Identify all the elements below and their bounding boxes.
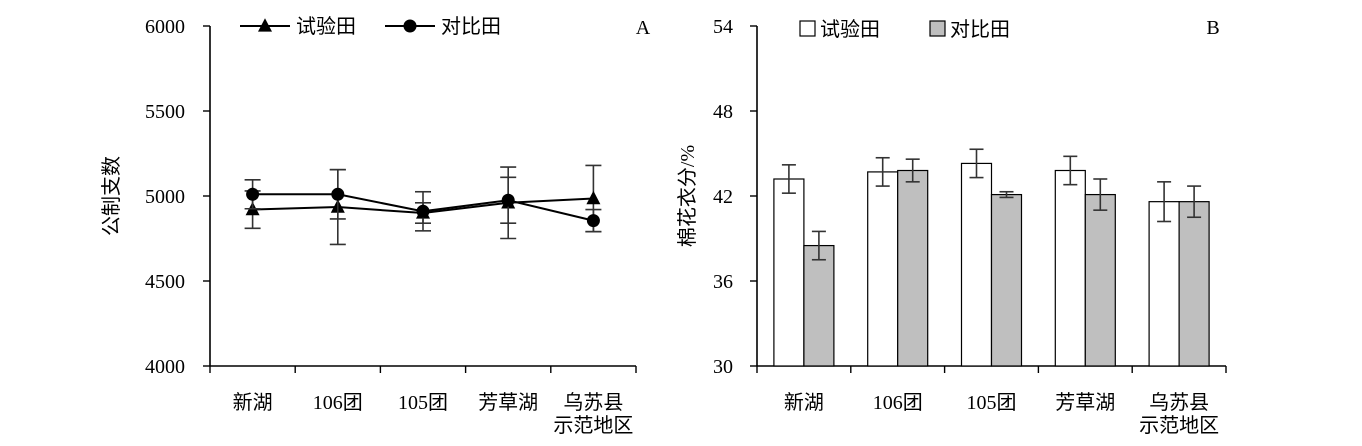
panel-label: A bbox=[636, 17, 651, 39]
y-tick-label: 30 bbox=[713, 356, 733, 378]
legend-swatch bbox=[799, 20, 816, 37]
y-axis-title: 公制支数 bbox=[100, 156, 123, 236]
panel-label: B bbox=[1206, 17, 1219, 39]
y-tick-label: 4000 bbox=[145, 356, 185, 378]
y-tick-label: 48 bbox=[713, 101, 733, 123]
data-point bbox=[331, 187, 345, 201]
x-tick-label: 示范地区 bbox=[553, 414, 633, 437]
y-axis-title: 棉花衣分/% bbox=[676, 145, 699, 247]
data-point bbox=[501, 193, 515, 207]
x-tick-label: 乌苏县 bbox=[563, 391, 623, 414]
x-tick-label: 芳草湖 bbox=[1055, 391, 1115, 414]
x-tick-label: 新湖 bbox=[784, 391, 824, 414]
data-point bbox=[586, 214, 600, 228]
bar bbox=[803, 244, 835, 367]
x-tick-label: 106团 bbox=[873, 392, 923, 414]
y-tick-label: 54 bbox=[713, 16, 733, 38]
legend-marker bbox=[403, 19, 417, 33]
bar bbox=[867, 171, 899, 367]
x-tick-label: 乌苏县 bbox=[1149, 391, 1209, 414]
y-tick-label: 5500 bbox=[145, 101, 185, 123]
x-tick-label: 新湖 bbox=[233, 391, 273, 414]
data-point bbox=[586, 190, 601, 205]
y-tick-label: 6000 bbox=[145, 16, 185, 38]
legend-label: 试验田 bbox=[296, 15, 356, 38]
bar bbox=[1084, 193, 1116, 367]
legend-label: 对比田 bbox=[950, 18, 1010, 41]
x-tick-label: 105团 bbox=[967, 392, 1017, 414]
legend-label: 试验田 bbox=[820, 18, 880, 41]
y-tick-label: 42 bbox=[713, 186, 733, 208]
legend: 试验田 对比田 bbox=[240, 15, 501, 38]
bar bbox=[1178, 201, 1210, 367]
x-tick-label: 示范地区 bbox=[1139, 414, 1219, 437]
legend-label: 对比田 bbox=[441, 15, 501, 38]
data-point bbox=[416, 204, 430, 218]
data-point bbox=[246, 187, 260, 201]
panel-a: 4000 4500 5000 5500 6000 新湖 106团 105团 芳草湖 乌苏县示范地区… bbox=[100, 15, 651, 437]
data-point bbox=[258, 18, 272, 32]
x-tick-label: 芳草湖 bbox=[478, 391, 538, 414]
y-tick-label: 36 bbox=[713, 271, 733, 293]
y-tick-label: 5000 bbox=[145, 186, 185, 208]
bar bbox=[1054, 169, 1086, 367]
bar bbox=[990, 193, 1023, 367]
legend: 试验田 对比田 bbox=[799, 18, 1010, 41]
legend-swatch bbox=[929, 20, 946, 37]
bar bbox=[1148, 201, 1180, 367]
x-tick-label: 106团 bbox=[313, 392, 363, 414]
bar bbox=[773, 178, 805, 367]
bar bbox=[960, 162, 993, 367]
y-tick-label: 4500 bbox=[145, 271, 185, 293]
x-tick-label: 105团 bbox=[398, 392, 448, 414]
bar bbox=[897, 169, 929, 367]
